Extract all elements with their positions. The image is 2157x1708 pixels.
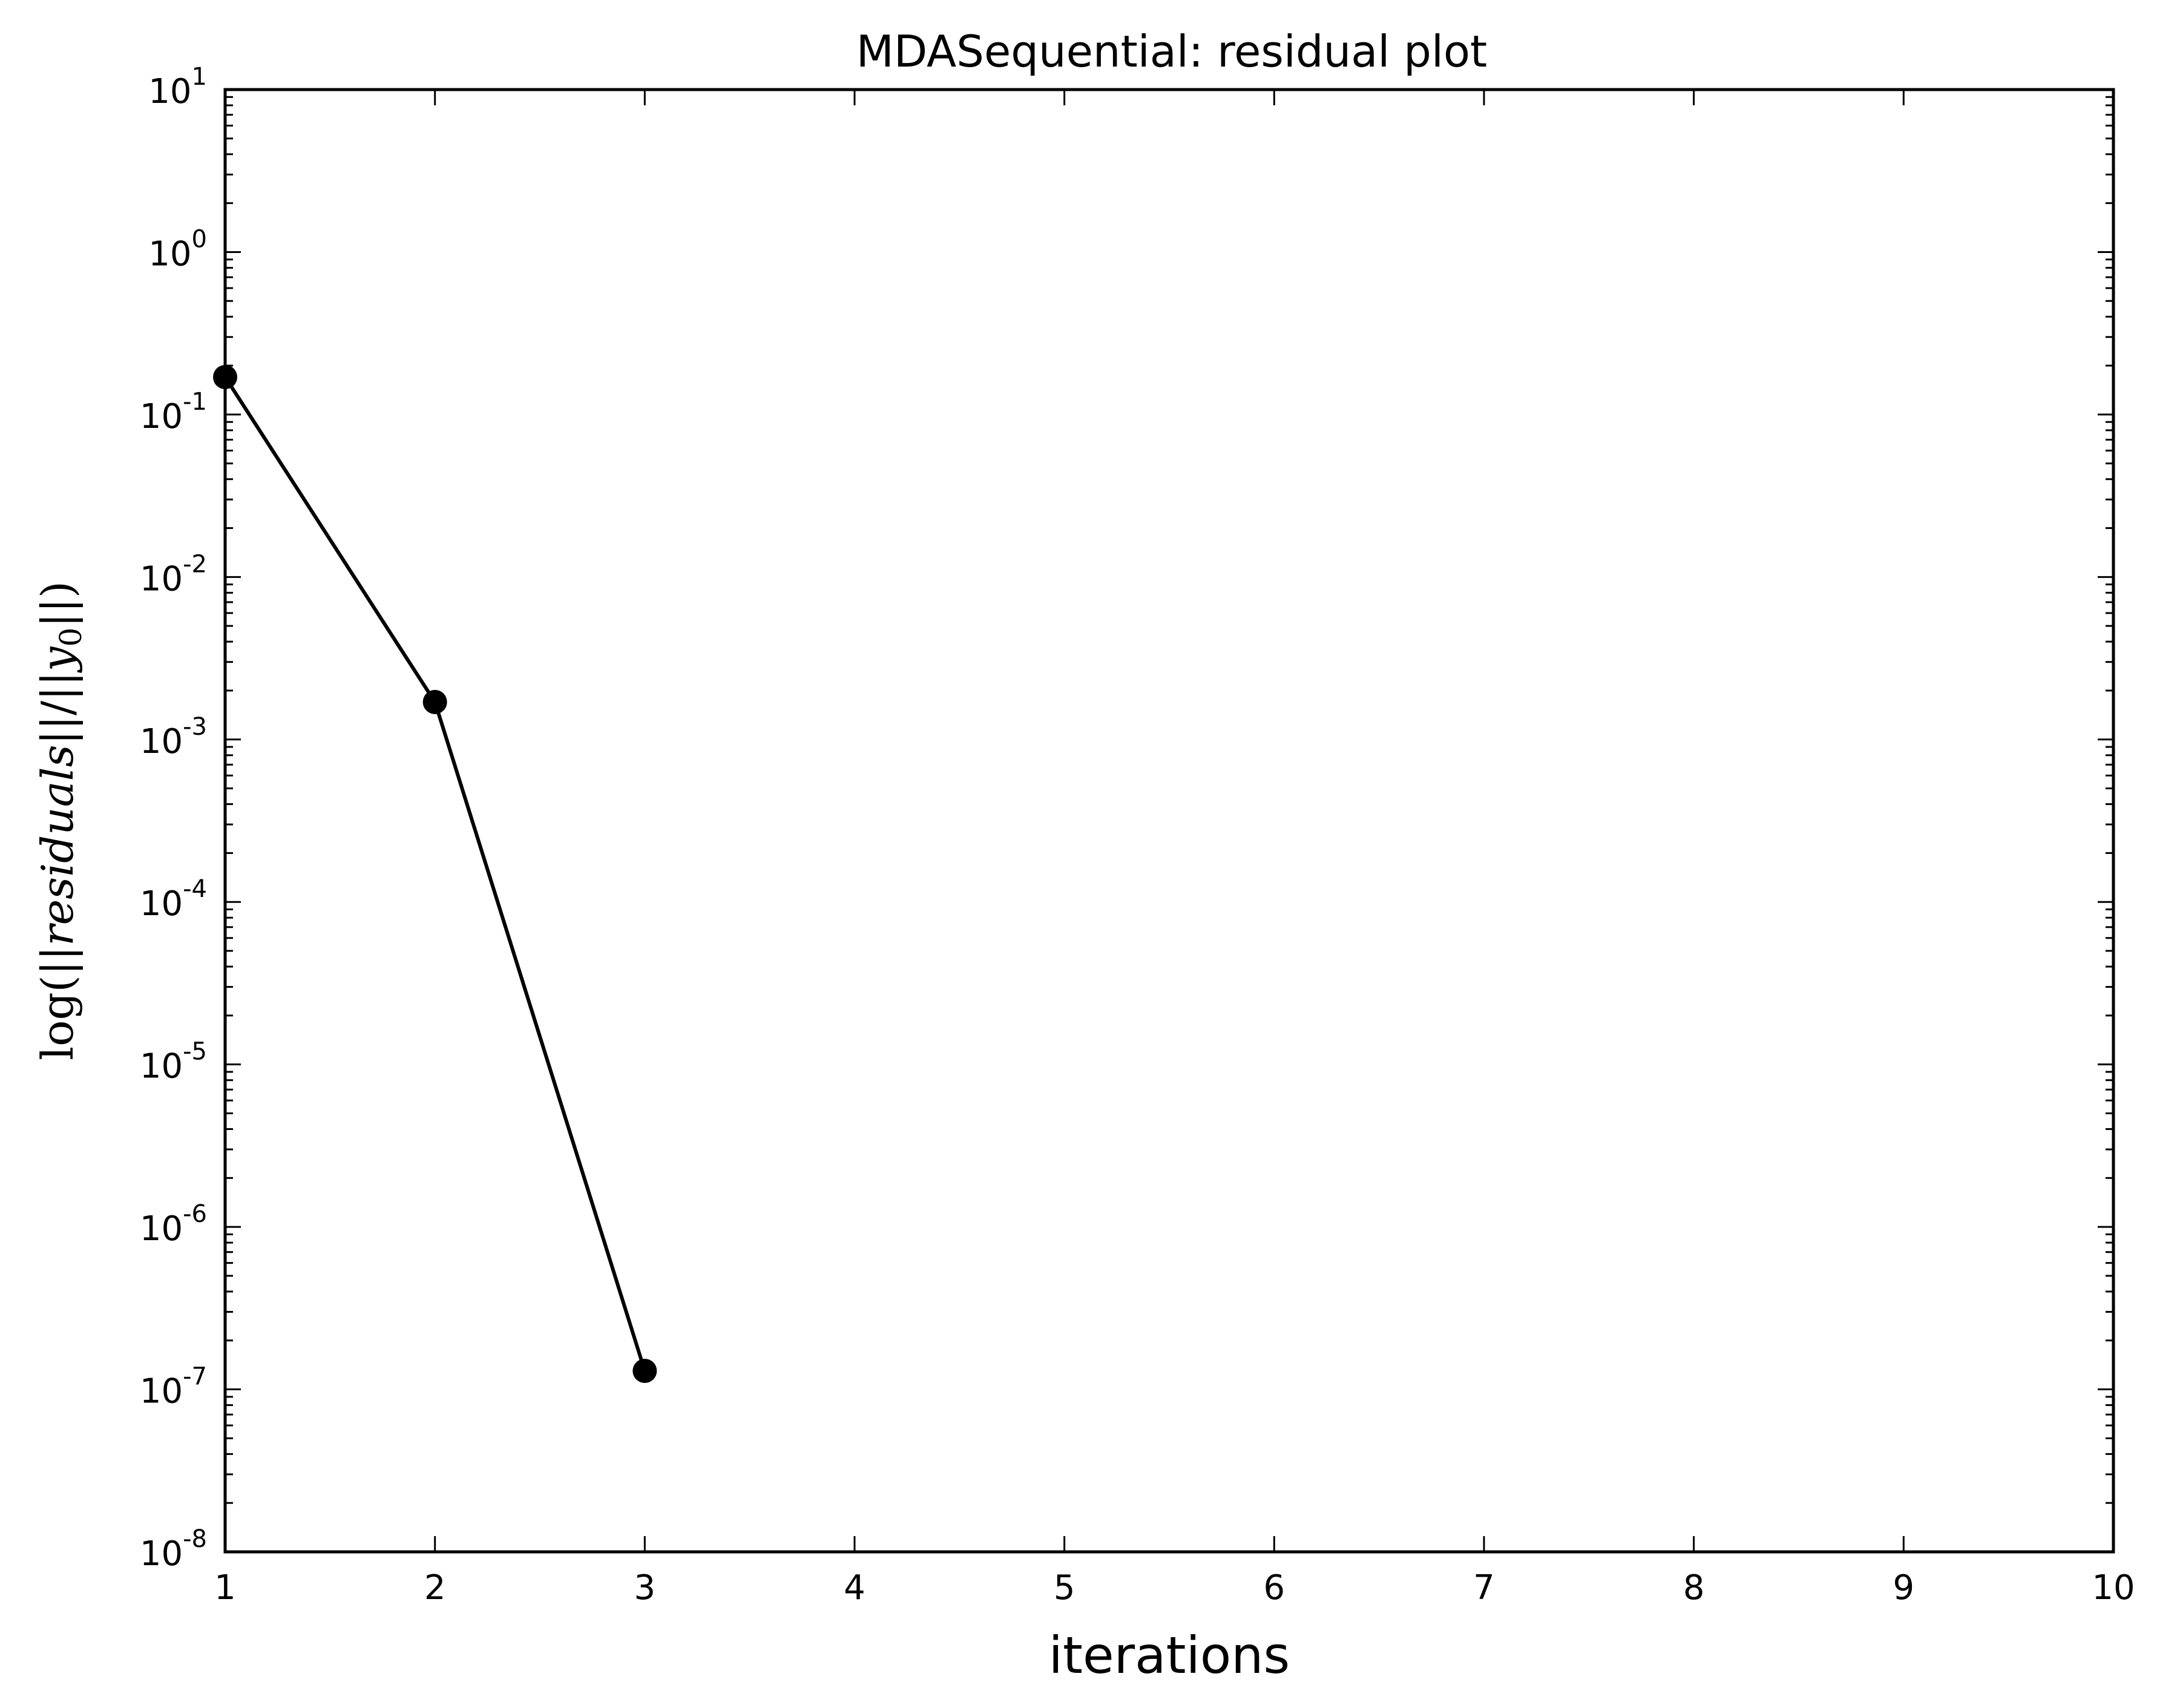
- chart-title: MDASequential: residual plot: [856, 26, 1488, 77]
- x-tick-label: 1: [214, 1568, 236, 1608]
- y-label-variable: residuals: [32, 744, 83, 945]
- data-point: [632, 1358, 657, 1383]
- x-tick-label: 7: [1473, 1568, 1495, 1608]
- x-axis-label: iterations: [1049, 1626, 1290, 1685]
- y-tick-label: 10-2: [140, 550, 207, 599]
- y-label-mid: ||/||: [32, 671, 83, 744]
- y-label-y: y: [32, 646, 83, 673]
- x-tick-label: 2: [424, 1568, 446, 1608]
- x-tick-label: 5: [1054, 1568, 1075, 1608]
- y-tick-labels: 10-8 10-7 10-6 10-5 10-4 10-3 10-2 10-1 100 101: [140, 63, 207, 1574]
- x-tick-label: 9: [1893, 1568, 1915, 1608]
- y-tick-label: 10-4: [140, 875, 207, 924]
- y-tick-label: 10-6: [140, 1200, 207, 1249]
- y-tick-label: 10-8: [140, 1525, 207, 1574]
- y-tick-label: 10-1: [140, 388, 207, 436]
- plot-frame: [223, 88, 2115, 1554]
- x-tick-label: 3: [634, 1568, 656, 1608]
- y-tick-label: 10-3: [140, 713, 207, 761]
- series-layer: [213, 365, 657, 1383]
- y-tick-label: 10-7: [140, 1363, 207, 1411]
- y-tick-label: 100: [148, 225, 207, 274]
- x-tick-labels: 1 2 3 4 5 6 7 8 9 10: [214, 1568, 2135, 1608]
- y-label-subscript: 0: [53, 628, 88, 647]
- data-point: [422, 689, 447, 714]
- x-tick-label: 10: [2092, 1568, 2135, 1608]
- y-label-suffix: ||): [32, 581, 83, 628]
- x-tick-label: 6: [1264, 1568, 1285, 1608]
- y-tick-label: 101: [148, 63, 207, 111]
- y-axis-label: log(||residuals||/||y0||): [32, 581, 88, 1060]
- y-tick-label: 10-5: [140, 1038, 207, 1086]
- x-tick-label: 8: [1683, 1568, 1705, 1608]
- x-tick-label: 4: [844, 1568, 865, 1608]
- y-label-prefix: log(||: [32, 946, 83, 1060]
